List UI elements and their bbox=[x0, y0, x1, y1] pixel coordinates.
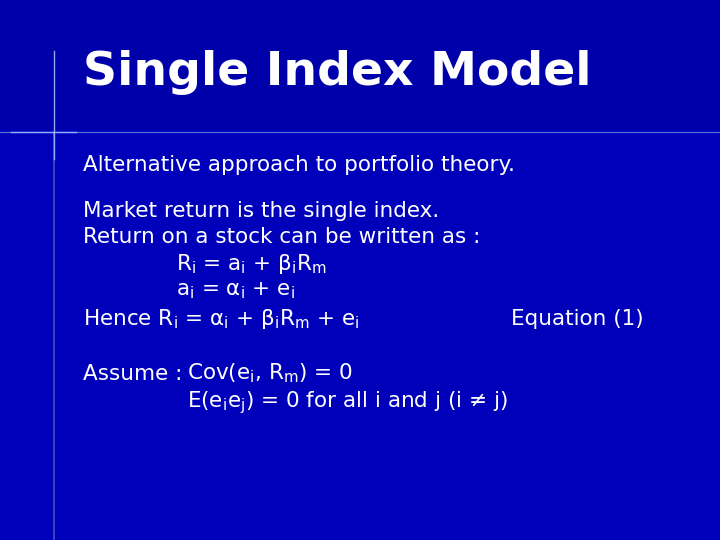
Text: Hence R$_\mathregular{i}$ = α$_\mathregular{i}$ + β$_\mathregular{i}$R$_\mathreg: Hence R$_\mathregular{i}$ = α$_\mathregu… bbox=[83, 307, 359, 330]
Text: Market return is the single index.: Market return is the single index. bbox=[83, 200, 439, 221]
Text: E(e$_\mathregular{i}$e$_\mathregular{j}$) = 0 for all i and j (i ≠ j): E(e$_\mathregular{i}$e$_\mathregular{j}$… bbox=[187, 389, 508, 416]
Text: Equation (1): Equation (1) bbox=[511, 308, 644, 329]
Text: Alternative approach to portfolio theory.: Alternative approach to portfolio theory… bbox=[83, 154, 515, 175]
Text: R$_\mathregular{i}$ = a$_\mathregular{i}$ + β$_\mathregular{i}$R$_\mathregular{m: R$_\mathregular{i}$ = a$_\mathregular{i}… bbox=[176, 252, 327, 275]
Text: Return on a stock can be written as :: Return on a stock can be written as : bbox=[83, 226, 480, 247]
Text: Assume :: Assume : bbox=[83, 363, 182, 384]
Text: a$_\mathregular{i}$ = α$_\mathregular{i}$ + e$_\mathregular{i}$: a$_\mathregular{i}$ = α$_\mathregular{i}… bbox=[176, 280, 295, 301]
Text: Single Index Model: Single Index Model bbox=[83, 50, 591, 96]
Text: Cov(e$_\mathregular{i}$, R$_\mathregular{m}$) = 0: Cov(e$_\mathregular{i}$, R$_\mathregular… bbox=[187, 362, 353, 386]
Bar bbox=[0, 0, 720, 130]
